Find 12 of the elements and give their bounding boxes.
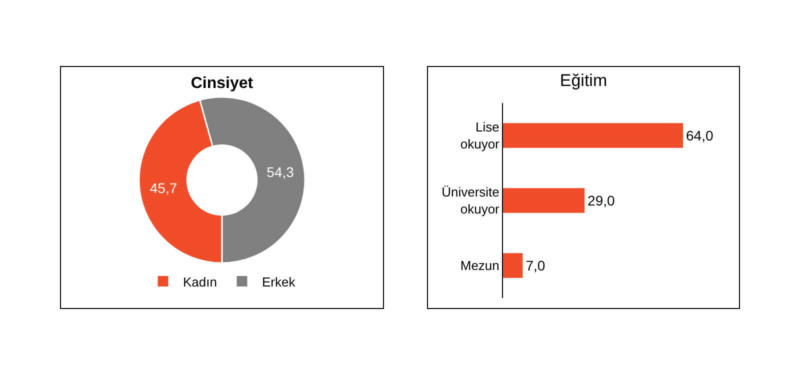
chart-title: Eğitim	[560, 71, 608, 90]
legend-label: Kadın	[183, 274, 217, 290]
data-label: 29,0	[588, 192, 616, 208]
y-tick-label: Lise okuyor	[460, 120, 500, 152]
chart-title: Cinsiyet	[190, 74, 254, 92]
data-label: 7,0	[526, 258, 546, 274]
data-label: 45,7	[150, 180, 178, 196]
data-label: 54,3	[266, 164, 294, 180]
data-label: 64,0	[686, 128, 714, 144]
y-tick-label: Üniversite okuyor	[442, 184, 500, 216]
y-tick-label: Mezun	[460, 258, 500, 274]
legend-label: Erkek	[262, 274, 296, 290]
